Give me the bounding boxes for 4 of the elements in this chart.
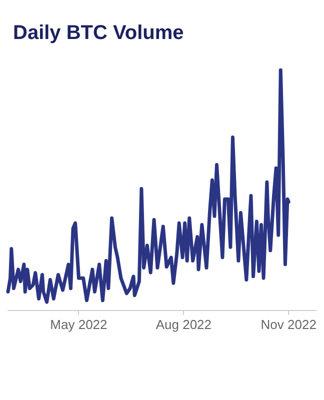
x-tick-label: Aug 2022	[156, 317, 212, 332]
x-tick-label: Nov 2022	[260, 317, 316, 332]
x-tick-label: May 2022	[50, 317, 108, 332]
chart-title: Daily BTC Volume	[13, 22, 184, 44]
